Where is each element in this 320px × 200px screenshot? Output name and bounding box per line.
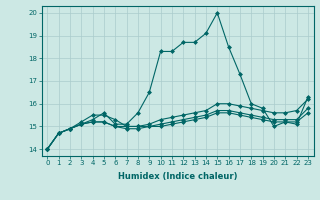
X-axis label: Humidex (Indice chaleur): Humidex (Indice chaleur) [118,172,237,181]
